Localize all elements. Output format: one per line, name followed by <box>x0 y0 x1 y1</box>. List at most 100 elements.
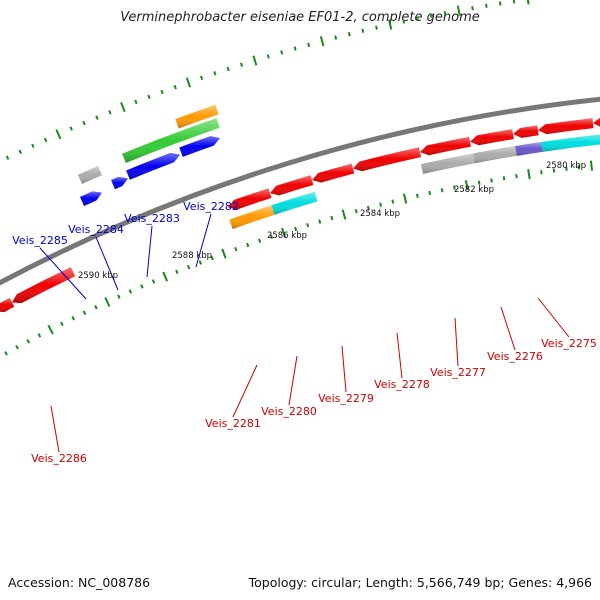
gene-box-veis-2277-shade <box>420 153 475 174</box>
gene-label-veis-2275: Veis_2275 <box>541 337 597 350</box>
outer-tick <box>266 54 270 59</box>
leader-line <box>288 355 298 406</box>
scale-label: 2582 kbp <box>454 185 494 195</box>
outer-tick <box>134 99 138 105</box>
inner-tick <box>379 202 383 207</box>
gene-features <box>0 104 600 313</box>
gene-label-veis-2279: Veis_2279 <box>318 392 374 405</box>
outer-tick <box>82 120 86 126</box>
scale-labels: 2580 kbp 2582 kbp 2584 kbp 2586 kbp 2588 kbp… <box>78 161 586 281</box>
inner-tick <box>60 321 64 327</box>
gene-label-veis-2286: Veis_2286 <box>31 452 87 465</box>
scale-label: 2586 kbp <box>267 231 307 241</box>
gene-arrow-shade <box>228 188 272 210</box>
outer-tick <box>471 5 474 11</box>
inner-tick <box>440 188 444 193</box>
inner-tick <box>415 193 419 198</box>
outer-tick <box>185 77 192 88</box>
gene-arrow-shade <box>593 117 600 127</box>
gene-arrow-shade <box>270 175 314 196</box>
gene-box-veis-2276-shade <box>473 145 517 164</box>
leader-line <box>146 225 153 278</box>
gene-box-veis-2283-shade <box>122 118 220 163</box>
leader-line <box>39 247 87 300</box>
inner-tick <box>330 215 334 221</box>
inner-tick <box>37 333 42 338</box>
gene-label-veis-2278: Veis_2278 <box>374 378 430 391</box>
outer-tick <box>5 155 10 161</box>
outer-tick <box>69 126 73 131</box>
inner-tick <box>221 248 227 259</box>
inner-tick <box>490 178 493 183</box>
outer-tick <box>512 0 516 4</box>
inner-tick <box>104 296 111 307</box>
outer-tick <box>226 66 230 72</box>
gene-box-shade <box>515 141 543 156</box>
outer-tick <box>347 31 351 37</box>
outer-tick <box>239 62 244 67</box>
outer-tick <box>388 19 393 30</box>
gene-box-shade <box>541 134 600 152</box>
inner-tick <box>515 174 518 179</box>
gene-arrow-veis-2285-b-shade <box>79 191 102 206</box>
outer-tick <box>485 3 488 8</box>
outer-tick <box>402 19 406 24</box>
inner-tick <box>151 279 156 284</box>
leader-line <box>232 364 258 418</box>
inner-tick <box>4 351 8 356</box>
backbone-arc <box>0 96 600 286</box>
inner-tick <box>71 316 75 321</box>
accession-text: Accession: NC_008786 <box>8 575 151 590</box>
outer-tick <box>173 84 177 90</box>
outer-tick <box>280 50 284 55</box>
inner-tick <box>391 199 395 204</box>
inner-tick <box>306 223 310 228</box>
outer-tick <box>526 0 530 5</box>
gene-arrow-shade <box>126 152 180 180</box>
gene-box-veis-2280-shade <box>271 191 318 215</box>
inner-tick <box>270 234 274 240</box>
gene-label-veis-2280: Veis_2280 <box>261 405 317 418</box>
outer-tick <box>55 129 62 140</box>
outer-tick <box>147 94 151 100</box>
outer-tick <box>375 25 378 30</box>
inner-tick <box>540 170 543 175</box>
inner-tick <box>589 160 594 171</box>
inner-tick <box>428 190 432 196</box>
gene-arrow-shade <box>353 147 422 172</box>
inner-tick <box>464 180 469 191</box>
leader-line <box>195 213 212 268</box>
outer-tick <box>108 110 112 115</box>
gene-box-veis-2285-shade <box>77 166 102 184</box>
inner-tick <box>294 226 298 232</box>
outer-tick <box>160 89 164 95</box>
gene-label-veis-2285: Veis_2285 <box>12 234 68 247</box>
outer-tick <box>456 5 461 16</box>
outer-tick <box>200 75 204 81</box>
inner-tick <box>281 227 287 238</box>
inner-tick <box>198 260 202 265</box>
gene-arrow-veis-2284-b-shade <box>111 176 128 190</box>
leader-line <box>454 317 459 367</box>
outer-tick <box>334 35 338 40</box>
inner-tick <box>186 264 191 270</box>
inner-tick <box>128 289 133 294</box>
scale-label: 2584 kbp <box>360 209 400 219</box>
scale-ticks <box>4 0 594 356</box>
inner-tick <box>15 345 19 350</box>
leader-line <box>537 297 570 338</box>
leader-line <box>95 236 119 291</box>
inner-tick <box>453 185 456 190</box>
gene-arrow-shade <box>470 129 514 146</box>
gene-arrow-shade <box>0 297 15 313</box>
scale-label: 2588 kbp <box>172 251 212 261</box>
outer-tick <box>416 16 419 21</box>
outer-tick <box>498 1 502 6</box>
inner-tick <box>366 205 370 211</box>
outer-tick <box>18 149 22 154</box>
inner-tick <box>341 209 347 220</box>
inner-tick <box>47 324 54 335</box>
outer-tick <box>120 102 126 113</box>
gene-arrow-shade <box>420 136 471 156</box>
inner-tick <box>552 168 556 173</box>
